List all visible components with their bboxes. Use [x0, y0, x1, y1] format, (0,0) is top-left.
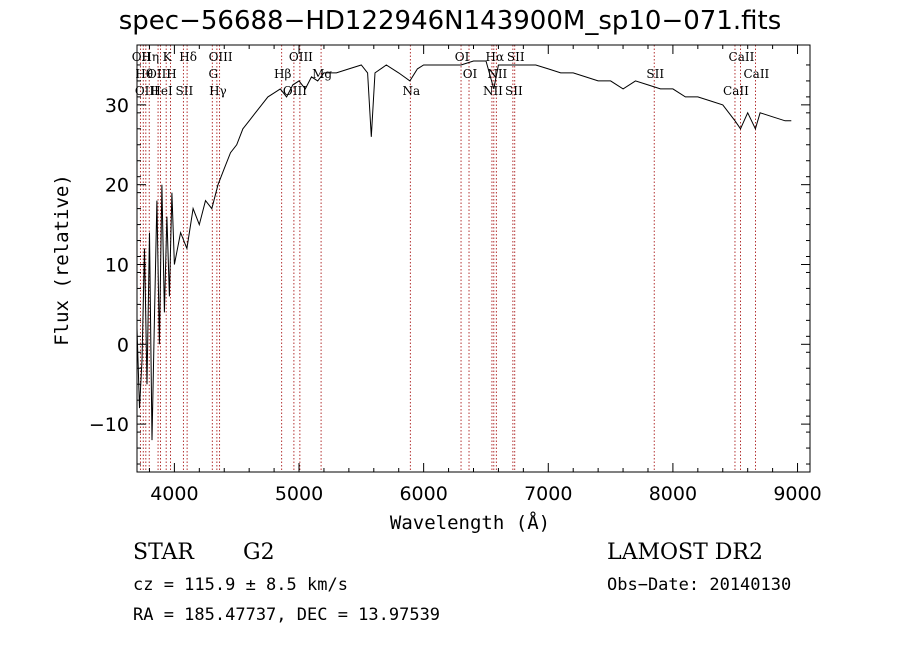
x-tick-label: 7000 — [524, 483, 572, 505]
x-tick-label: 6000 — [399, 483, 447, 505]
line-markers — [139, 45, 756, 472]
x-tick-label: 8000 — [649, 483, 697, 505]
y-tick-label: 30 — [105, 95, 129, 117]
line-marker-label: OI — [463, 67, 478, 81]
line-marker-label: NII — [487, 67, 507, 81]
line-marker-label: OIII — [209, 50, 233, 64]
y-axis-ticks: −10 0 10 20 30 — [89, 64, 810, 465]
line-marker-label: Na — [402, 84, 420, 98]
line-marker-label: Mg — [312, 67, 332, 81]
line-marker-label: Hη — [141, 50, 159, 64]
line-marker-label: HeI — [150, 84, 173, 98]
coordinates: RA = 185.47737, DEC = 13.97539 — [133, 605, 441, 625]
line-marker-label: K — [163, 50, 173, 64]
line-marker-label: SII — [507, 50, 525, 64]
object-type: STAR — [133, 540, 194, 565]
marker-labels: OIIHθOIIIHηOIIIHeIKHSIIHδGHγOIIIHβOIIIOI… — [132, 50, 770, 98]
observation-date: Obs−Date: 20140130 — [607, 575, 792, 595]
line-marker-label: CaII — [723, 84, 749, 98]
x-tick-label: 4000 — [150, 483, 198, 505]
x-tick-label: 5000 — [275, 483, 323, 505]
y-tick-label: 0 — [117, 334, 129, 356]
line-marker-label: OIII — [135, 84, 159, 98]
y-tick-label: −10 — [89, 414, 129, 436]
x-axis-label: Wavelength (Å) — [390, 511, 550, 534]
line-marker-label: Hθ — [135, 67, 153, 81]
line-marker-label: SII — [646, 67, 664, 81]
line-marker-label: CaII — [743, 67, 769, 81]
line-marker-label: Hγ — [209, 84, 227, 98]
x-tick-label: 9000 — [773, 483, 821, 505]
line-marker-label: SII — [176, 84, 194, 98]
redshift-velocity: cz = 115.9 ± 8.5 km/s — [133, 575, 348, 595]
y-tick-label: 10 — [105, 254, 129, 276]
spectral-subclass: G2 — [243, 540, 275, 565]
line-marker-label: H — [166, 67, 176, 81]
line-marker-label: NII — [483, 84, 503, 98]
spectrum-line — [136, 60, 792, 441]
line-marker-label: Hβ — [274, 67, 291, 81]
line-marker-label: CaII — [729, 50, 755, 64]
line-marker-label: OI — [455, 50, 470, 64]
line-marker-label: OIII — [283, 84, 307, 98]
line-marker-label: Hδ — [179, 50, 197, 64]
chart-title: spec−56688−HD122946N143900M_sp10−071.fit… — [118, 6, 782, 36]
survey-name: LAMOST DR2 — [607, 540, 763, 565]
line-marker-label: OIII — [289, 50, 313, 64]
line-marker-label: G — [208, 67, 218, 81]
line-marker-label: Hα — [486, 50, 505, 64]
plot-frame — [136, 44, 811, 473]
x-axis-ticks: 4000 5000 6000 7000 8000 9000 — [148, 45, 822, 505]
line-marker-label: SII — [505, 84, 523, 98]
line-marker-label: OIII — [147, 67, 171, 81]
y-axis-label: Flux (relative) — [51, 174, 73, 346]
y-tick-label: 20 — [105, 175, 129, 197]
